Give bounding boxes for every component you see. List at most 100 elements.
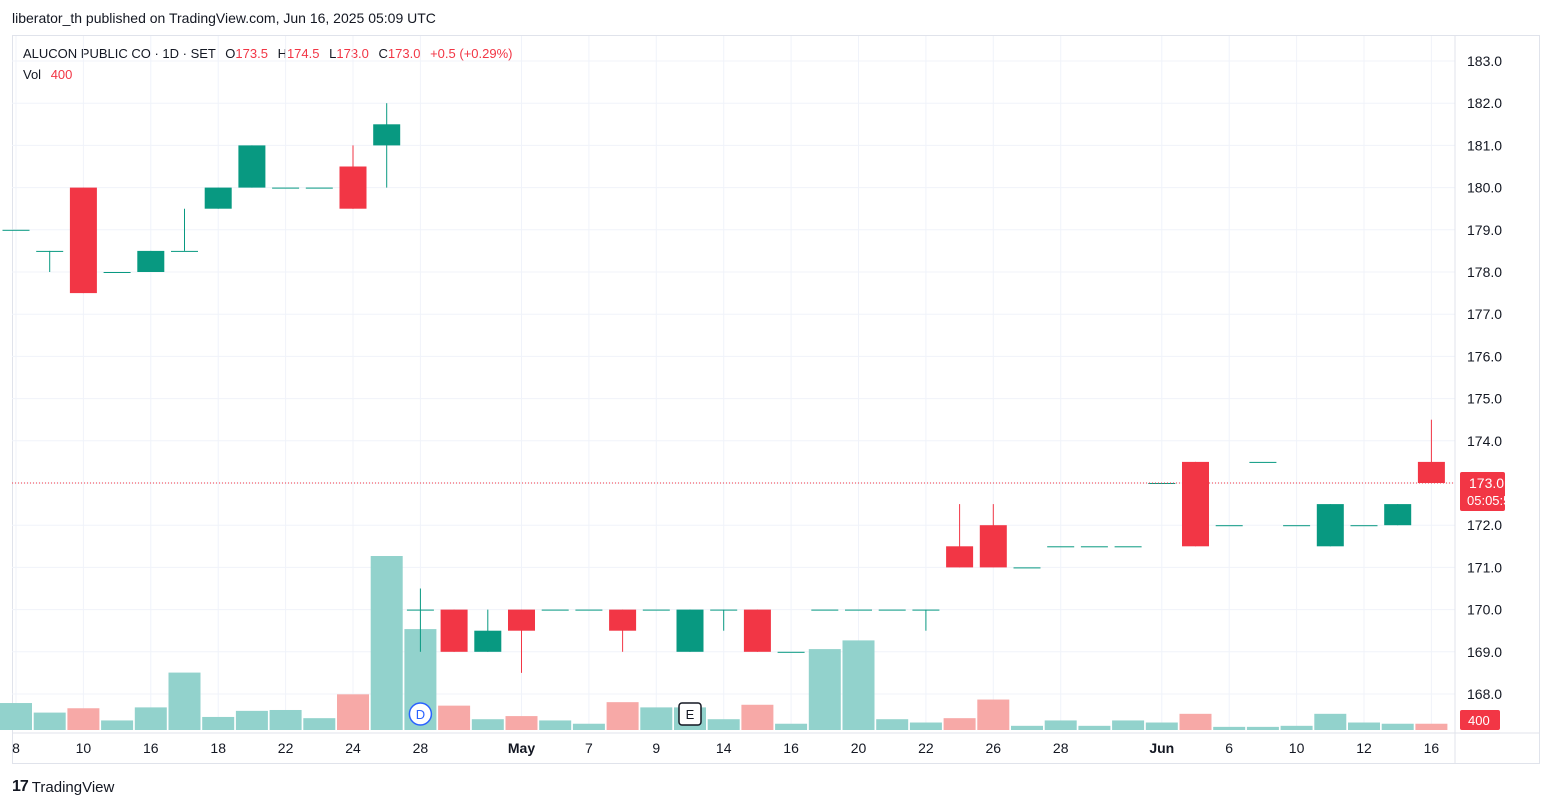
last-price-badge [1460, 472, 1505, 511]
candle-body [406, 609, 434, 611]
x-tick-label: 16 [783, 740, 799, 756]
volume-label[interactable]: Vol [23, 67, 42, 82]
symbol-label[interactable]: ALUCON PUBLIC CO · 1D · SET [23, 46, 216, 61]
volume-badge [1460, 710, 1500, 730]
candle-body [1350, 525, 1378, 527]
volume-bar [1381, 723, 1414, 730]
x-tick-label: 9 [652, 740, 660, 756]
candle-body [946, 546, 974, 568]
high-value: 174.5 [286, 46, 320, 61]
candle-body [204, 187, 232, 209]
x-tick-label: 28 [413, 740, 429, 756]
y-tick-label: 181.0 [1467, 137, 1502, 153]
volume-bar [202, 716, 235, 730]
ohlc-legend: ALUCON PUBLIC CO · 1D · SET O173.5 H174.… [23, 46, 512, 61]
candle-body [710, 609, 738, 611]
high-label: H [277, 46, 287, 61]
volume-bar [775, 723, 808, 730]
volume-bar [67, 708, 100, 730]
candle-body [508, 609, 535, 631]
y-tick-label: 180.0 [1467, 180, 1502, 196]
candle-body [339, 166, 367, 209]
volume-badge-label: 400 [1468, 713, 1490, 728]
candle-body [1283, 525, 1311, 527]
volume-bar [471, 719, 504, 730]
marker-label: E [686, 707, 695, 722]
y-tick-label: 177.0 [1467, 306, 1502, 322]
candle-body [373, 124, 401, 146]
candle-body [1249, 461, 1277, 463]
footer-brand[interactable]: 17 TradingView [12, 778, 114, 796]
chart-frame [12, 35, 1540, 764]
volume-bar [370, 556, 403, 730]
x-tick-label: 10 [76, 740, 92, 756]
volume-bar [505, 716, 538, 730]
candle-body [1047, 546, 1075, 548]
y-tick-label: 172.0 [1467, 517, 1502, 533]
x-tick-label: 16 [143, 740, 159, 756]
volume-bar [269, 709, 302, 730]
x-tick-label: 18 [210, 740, 226, 756]
candle-body [171, 250, 198, 252]
candle-body [676, 609, 704, 652]
volume-bar [303, 718, 336, 730]
open-value: 173.5 [235, 46, 268, 61]
y-tick-label: 170.0 [1467, 602, 1502, 618]
tradingview-logo-icon: 17 [12, 778, 29, 795]
y-tick-label: 169.0 [1467, 644, 1502, 660]
candle-body [137, 250, 165, 272]
volume-bar [1213, 726, 1246, 730]
candle-body [541, 609, 569, 611]
last-price-label: 173.0 [1469, 475, 1504, 491]
volume-bar [1280, 725, 1313, 730]
x-tick-label: 14 [716, 740, 732, 756]
volume-bar [842, 640, 875, 730]
close-label: C [378, 46, 388, 61]
candle-body [878, 609, 906, 611]
candle-body [1384, 504, 1412, 526]
candle-body [777, 651, 805, 653]
x-tick-label: 20 [851, 740, 867, 756]
x-tick-label: 24 [345, 740, 361, 756]
x-tick-label: 7 [585, 740, 593, 756]
y-tick-label: 175.0 [1467, 391, 1502, 407]
y-tick-label: 171.0 [1467, 559, 1502, 575]
y-tick-label: 179.0 [1467, 222, 1502, 238]
volume-bar [438, 705, 471, 730]
candle-body [743, 609, 771, 652]
x-tick-label: 22 [918, 740, 934, 756]
candle-body [811, 609, 839, 611]
candle-body [474, 630, 502, 652]
x-tick-label: Jun [1149, 740, 1174, 756]
candle-body [238, 145, 266, 188]
volume-bar [640, 707, 673, 730]
candle-body [1182, 461, 1209, 547]
volume-bar [1246, 726, 1279, 730]
candle-body [1215, 525, 1243, 527]
volume-bar [101, 720, 134, 730]
candle-body [69, 187, 97, 294]
candle-body [575, 609, 603, 611]
x-tick-label: 12 [1356, 740, 1372, 756]
volume-bar [741, 704, 774, 730]
low-label: L [329, 46, 337, 61]
volume-bar [0, 703, 32, 730]
x-tick-label: 16 [1424, 740, 1440, 756]
candle-body [609, 609, 637, 631]
y-tick-label: 176.0 [1467, 348, 1502, 364]
volume-bar [1078, 725, 1111, 730]
candle-body [440, 609, 468, 652]
volume-bar [1179, 713, 1212, 730]
volume-bar [977, 699, 1010, 730]
brand-name: TradingView [31, 778, 115, 796]
volume-legend: Vol 400 [23, 67, 72, 82]
volume-bar [1314, 713, 1347, 730]
countdown-label: 05:05:55 [1467, 493, 1518, 508]
volume-bar [808, 649, 841, 730]
dividend-marker-icon [408, 702, 433, 726]
marker-label: D [416, 707, 425, 722]
volume-bar [606, 702, 639, 730]
x-tick-label: 10 [1289, 740, 1305, 756]
volume-bar [134, 707, 167, 730]
